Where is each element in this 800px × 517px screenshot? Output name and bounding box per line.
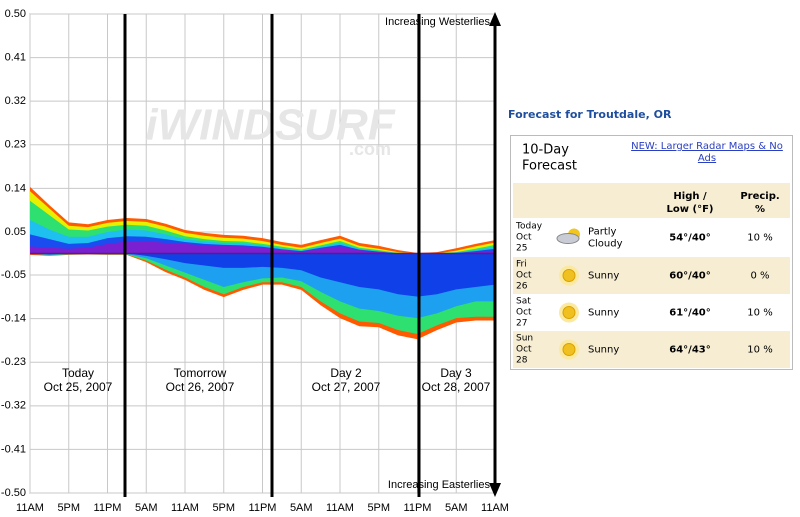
- x-tick-label: 5AM: [445, 502, 468, 514]
- table-header: [513, 183, 790, 218]
- arrow-head: [489, 483, 501, 497]
- forecast-heading: Forecast: [522, 159, 577, 174]
- forecast-heading: 10-Day: [522, 143, 569, 158]
- day-label: Day 2: [330, 366, 362, 380]
- x-tick-label: 5PM: [212, 502, 235, 514]
- row-temp: 60°/40°: [669, 271, 710, 282]
- row-condition: Cloudy: [588, 239, 623, 250]
- row-day: Oct: [516, 271, 532, 281]
- row-day: 28: [516, 356, 528, 366]
- forecast-title: Forecast for Troutdale, OR: [508, 108, 672, 121]
- sun-icon: [562, 343, 576, 356]
- x-tick-label: 11PM: [404, 502, 432, 514]
- x-tick-label: 11AM: [16, 502, 44, 514]
- x-tick-label: 11AM: [326, 502, 354, 514]
- y-tick-label: 0.23: [5, 139, 26, 151]
- y-tick-label: 0.05: [5, 226, 26, 238]
- row-condition: Sunny: [588, 345, 619, 356]
- day-label: Day 3: [440, 366, 472, 380]
- x-tick-label: 11AM: [481, 502, 509, 514]
- day-label: Tomorrow: [174, 366, 227, 380]
- link[interactable]: NEW: Larger Radar Maps & No: [631, 141, 783, 152]
- arrow-head: [489, 12, 501, 26]
- y-tick-label: -0.50: [1, 487, 26, 499]
- x-tick-label: 11PM: [94, 502, 122, 514]
- row-day: 27: [516, 319, 527, 329]
- row-precip: 0 %: [750, 271, 769, 282]
- column-header: High /: [673, 191, 707, 202]
- y-tick-label: 0.41: [5, 51, 26, 63]
- x-tick-label: 11AM: [171, 502, 199, 514]
- x-tick-label: 5PM: [367, 502, 390, 514]
- y-tick-label: -0.32: [1, 400, 26, 412]
- column-header: Precip.: [740, 191, 779, 202]
- y-tick-label: -0.23: [1, 356, 26, 368]
- row-condition: Sunny: [588, 308, 619, 319]
- row-day: Oct: [516, 308, 532, 318]
- row-day: Sun: [516, 334, 533, 344]
- sun-icon: [562, 269, 576, 282]
- y-tick-label: 0.50: [5, 8, 26, 20]
- cloud-icon: [556, 233, 580, 244]
- column-header: Low (°F): [667, 204, 714, 215]
- day-date: Oct 27, 2007: [312, 380, 381, 394]
- row-condition: Sunny: [588, 271, 619, 282]
- x-tick-label: 5PM: [57, 502, 80, 514]
- x-tick-label: 11PM: [249, 502, 277, 514]
- day-date: Oct 26, 2007: [166, 380, 235, 394]
- row-day: Sat: [516, 297, 531, 307]
- y-tick-label: 0.32: [5, 95, 26, 107]
- row-day: Oct: [516, 345, 532, 355]
- day-date: Oct 25, 2007: [44, 380, 113, 394]
- row-precip: 10 %: [747, 233, 772, 244]
- row-day: Oct: [516, 233, 532, 243]
- forecast-panel: Forecast for Troutdale, OR 10-Day Foreca…: [508, 108, 793, 370]
- y-tick-label: -0.05: [1, 269, 26, 281]
- y-tick-label: 0.14: [5, 182, 26, 194]
- area: [30, 241, 495, 254]
- row-day: 25: [516, 244, 527, 254]
- row-temp: 61°/40°: [669, 308, 710, 319]
- day-label: Today: [62, 366, 94, 380]
- row-condition: Partly: [588, 227, 617, 238]
- watermark-text: .com: [349, 139, 391, 159]
- link[interactable]: Ads: [698, 153, 716, 164]
- y-tick-label: -0.14: [1, 313, 26, 325]
- row-day: Fri: [516, 260, 527, 270]
- row-day: 26: [516, 282, 528, 292]
- overlay: Increasing Westerlies Increasing Easterl…: [123, 12, 501, 497]
- sun-icon: [562, 306, 576, 319]
- area: [30, 253, 495, 297]
- row-temp: 64°/43°: [669, 345, 710, 356]
- row-bg: [513, 257, 790, 294]
- column-header: %: [755, 204, 765, 215]
- row-temp: 54°/40°: [669, 233, 710, 244]
- x-tick-label: 5AM: [290, 502, 313, 514]
- y-tick-label: -0.41: [1, 443, 26, 455]
- x-tick-label: 5AM: [135, 502, 158, 514]
- forecast-box: [510, 135, 793, 370]
- annotation: Increasing Easterlies: [388, 479, 491, 491]
- areas: [30, 186, 495, 340]
- row-day: Today: [515, 222, 543, 232]
- row-precip: 10 %: [747, 345, 772, 356]
- annotation: Increasing Westerlies: [385, 16, 490, 28]
- row-precip: 10 %: [747, 308, 772, 319]
- day-date: Oct 28, 2007: [422, 380, 491, 394]
